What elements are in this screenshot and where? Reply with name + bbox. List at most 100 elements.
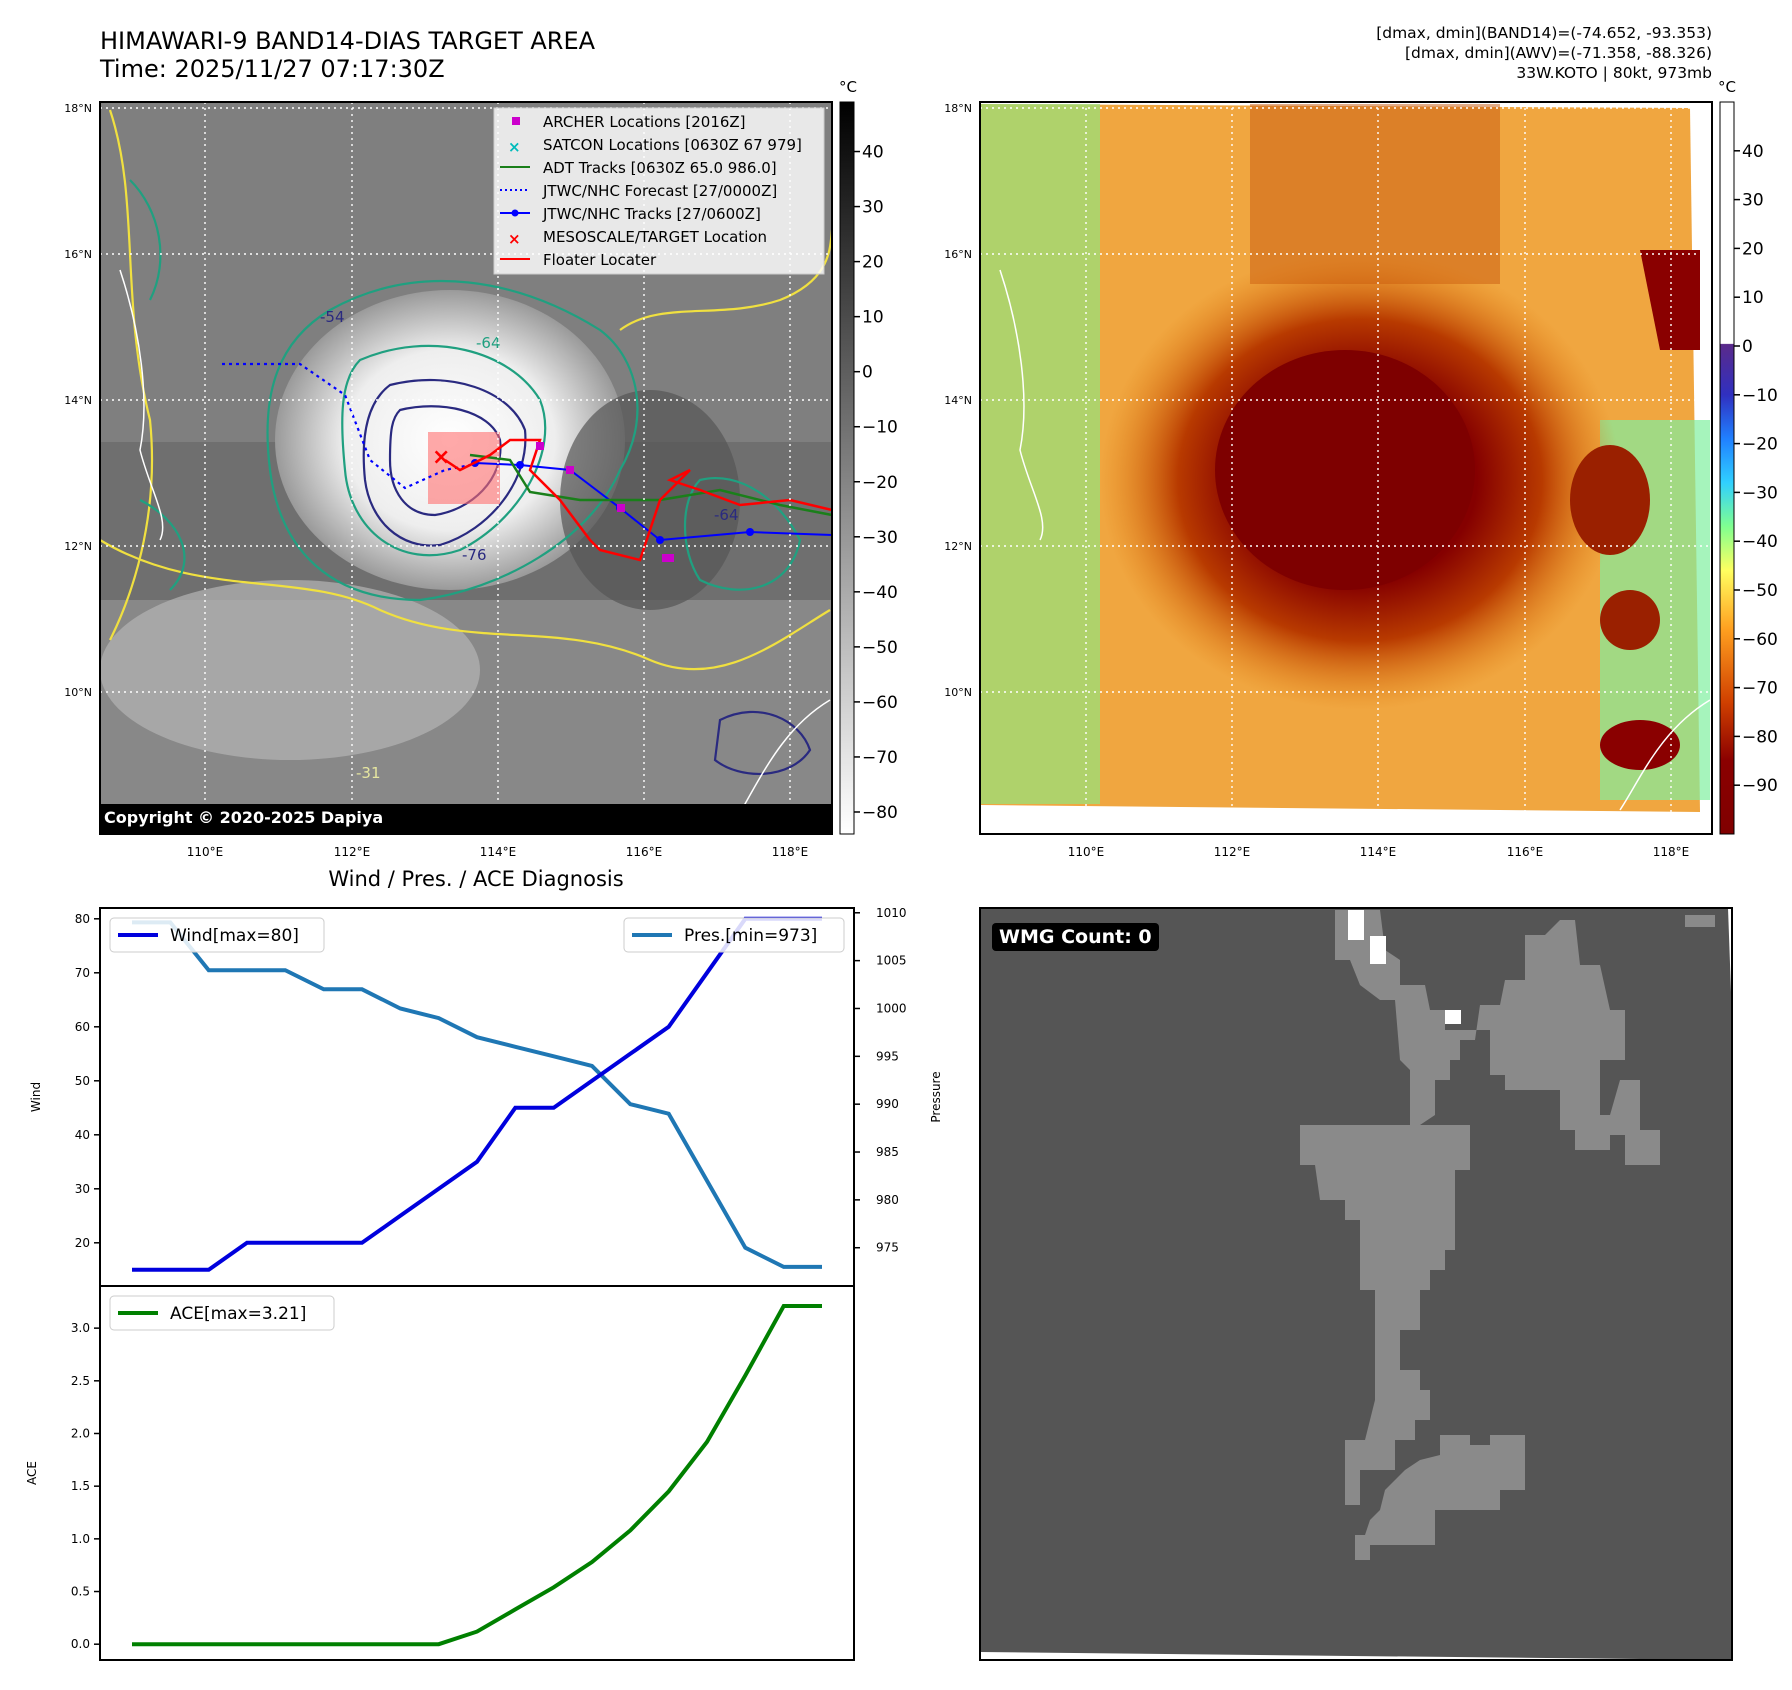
ace-series-line	[132, 1304, 822, 1647]
awv-colorbar-label: 0	[1742, 337, 1753, 357]
ir-lat-label: 10°N	[64, 686, 92, 699]
ir-legend-labels: ARCHER Locations [2016Z] SATCON Location…	[542, 113, 802, 269]
copyright-bar	[100, 804, 832, 834]
ir-contours	[99, 109, 834, 776]
wind-tick-label: 70	[75, 966, 90, 980]
awv-lat-labels: 18°N 16°N 14°N 12°N 10°N	[944, 102, 972, 699]
ir-colorbar-label: 10	[862, 308, 884, 328]
awv-lat-label: 16°N	[944, 248, 972, 261]
info-awv: [dmax, dmin](AWV)=(-71.358, -88.326)	[1405, 44, 1712, 62]
legend-archer-symbol	[512, 117, 520, 125]
legend-label-adt: ADT Tracks [0630Z 65.0 986.0]	[543, 159, 777, 177]
legend-label-floater: Floater Locater	[543, 251, 657, 269]
copyright-text: Copyright © 2020-2025 Dapiya	[104, 808, 384, 827]
awv-colorbar-label: −40	[1742, 532, 1778, 552]
pressure-legend	[623, 917, 845, 953]
awv-lon-labels: 110°E 112°E 114°E 116°E 118°E	[1068, 845, 1690, 859]
ace-tick-label: 1.0	[71, 1532, 90, 1546]
ir-colorbar	[839, 101, 855, 835]
wind-legend	[109, 917, 325, 953]
ace-axis-ticks: 0.0 0.5 1.0 1.5 2.0 2.5 3.0	[71, 1321, 100, 1651]
legend-target-symbol: ×	[508, 230, 521, 248]
ir-colorbar-label: −60	[862, 693, 898, 713]
ir-colorbar-label: −30	[862, 528, 898, 548]
awv-lat-label: 14°N	[944, 394, 972, 407]
ir-gridlines	[100, 102, 832, 834]
awv-gridlines	[980, 102, 1712, 834]
awv-lat-label: 12°N	[944, 540, 972, 553]
awv-colorbar-label: 40	[1742, 142, 1764, 162]
contour-label-a: -54	[320, 308, 345, 326]
ir-colorbar-label: 0	[862, 363, 873, 383]
ir-lon-label: 118°E	[772, 845, 809, 859]
target-marker: ×	[432, 445, 450, 470]
diagnosis-title: Wind / Pres. / ACE Diagnosis	[328, 867, 623, 891]
awv-colorbar-label: −60	[1742, 630, 1778, 650]
archer-points	[536, 442, 674, 562]
wmg-region-north	[1335, 910, 1660, 1165]
legend-jtwc-symbol-dot	[511, 209, 519, 217]
awv-colorbar	[1719, 101, 1735, 835]
wmg-cell-c	[1445, 1010, 1461, 1024]
pressure-tick-label: 990	[876, 1097, 899, 1111]
wind-tick-label: 20	[75, 1236, 90, 1250]
awv-lon-label: 110°E	[1068, 845, 1105, 859]
awv-colorbar-unit: °C	[1718, 78, 1736, 96]
ace-tick-label: 2.5	[71, 1374, 90, 1388]
wind-axis-label: Wind	[29, 1082, 43, 1112]
awv-colorbar-label: 10	[1742, 288, 1764, 308]
ir-map: -54 -64 -76 -31 -64 ×	[99, 101, 834, 835]
wind-tick-label: 80	[75, 912, 90, 926]
wmg-cell-a	[1348, 910, 1364, 940]
awv-colorbar-label: −70	[1742, 679, 1778, 699]
ir-colorbar-label: −10	[862, 418, 898, 438]
pressure-series-line	[132, 920, 822, 1269]
ace-tick-label: 2.0	[71, 1426, 90, 1440]
ir-colorbar-label: −70	[862, 748, 898, 768]
awv-colorbar-label: −30	[1742, 483, 1778, 503]
wmg-field	[980, 908, 1732, 1660]
ace-chart: 0.0 0.5 1.0 1.5 2.0 2.5 3.0 ACE ACE[max=3.21]	[25, 1285, 855, 1661]
ir-colorbar-label: −80	[862, 803, 898, 823]
legend-label-forecast: JTWC/NHC Forecast [27/0000Z]	[542, 182, 777, 200]
ir-lon-labels: 110°E 112°E 114°E 116°E 118°E	[187, 845, 809, 859]
awv-lon-label: 112°E	[1214, 845, 1251, 859]
ir-map-frame	[99, 101, 833, 835]
wmg-cell-d	[1685, 915, 1715, 927]
contour-label-b: -64	[476, 334, 501, 352]
awv-colorbar-label: −50	[1742, 581, 1778, 601]
wmg-panel	[979, 907, 1733, 1661]
ir-lon-label: 114°E	[480, 845, 517, 859]
figure-title: HIMAWARI-9 BAND14-DIAS TARGET AREA	[100, 27, 596, 55]
contour-label-e: -64	[714, 506, 739, 524]
awv-colorbar-label: 30	[1742, 191, 1764, 211]
pressure-tick-label: 1010	[876, 906, 907, 920]
ir-colorbar-label: −40	[862, 583, 898, 603]
pressure-tick-label: 1000	[876, 1001, 907, 1015]
ir-legend	[493, 107, 825, 275]
ir-lat-label: 16°N	[64, 248, 92, 261]
ace-legend-label: ACE[max=3.21]	[170, 1304, 306, 1324]
ace-tick-label: 0.0	[71, 1637, 90, 1651]
awv-lon-label: 114°E	[1360, 845, 1397, 859]
ir-colorbar-label: −50	[862, 638, 898, 658]
ir-lat-label: 14°N	[64, 394, 92, 407]
awv-lon-label: 116°E	[1507, 845, 1544, 859]
ace-tick-label: 3.0	[71, 1321, 90, 1335]
ace-tick-label: 0.5	[71, 1585, 90, 1599]
info-storm: 33W.KOTO | 80kt, 973mb	[1516, 64, 1712, 82]
awv-lat-label: 10°N	[944, 686, 972, 699]
awv-map	[979, 101, 1713, 835]
legend-label-satcon: SATCON Locations [0630Z 67 979]	[543, 136, 802, 154]
pressure-tick-label: 985	[876, 1145, 899, 1159]
wind-tick-label: 60	[75, 1020, 90, 1034]
awv-lon-label: 118°E	[1653, 845, 1690, 859]
wind-series-line	[132, 916, 822, 1272]
ir-lat-label: 12°N	[64, 540, 92, 553]
ace-legend	[109, 1295, 335, 1331]
ir-colorbar-label: 20	[862, 253, 884, 273]
legend-symbols: × ×	[500, 117, 530, 260]
contour-label-c: -76	[462, 546, 487, 564]
pressure-axis-label: Pressure	[929, 1071, 943, 1122]
wmg-region-south	[1355, 1435, 1525, 1560]
